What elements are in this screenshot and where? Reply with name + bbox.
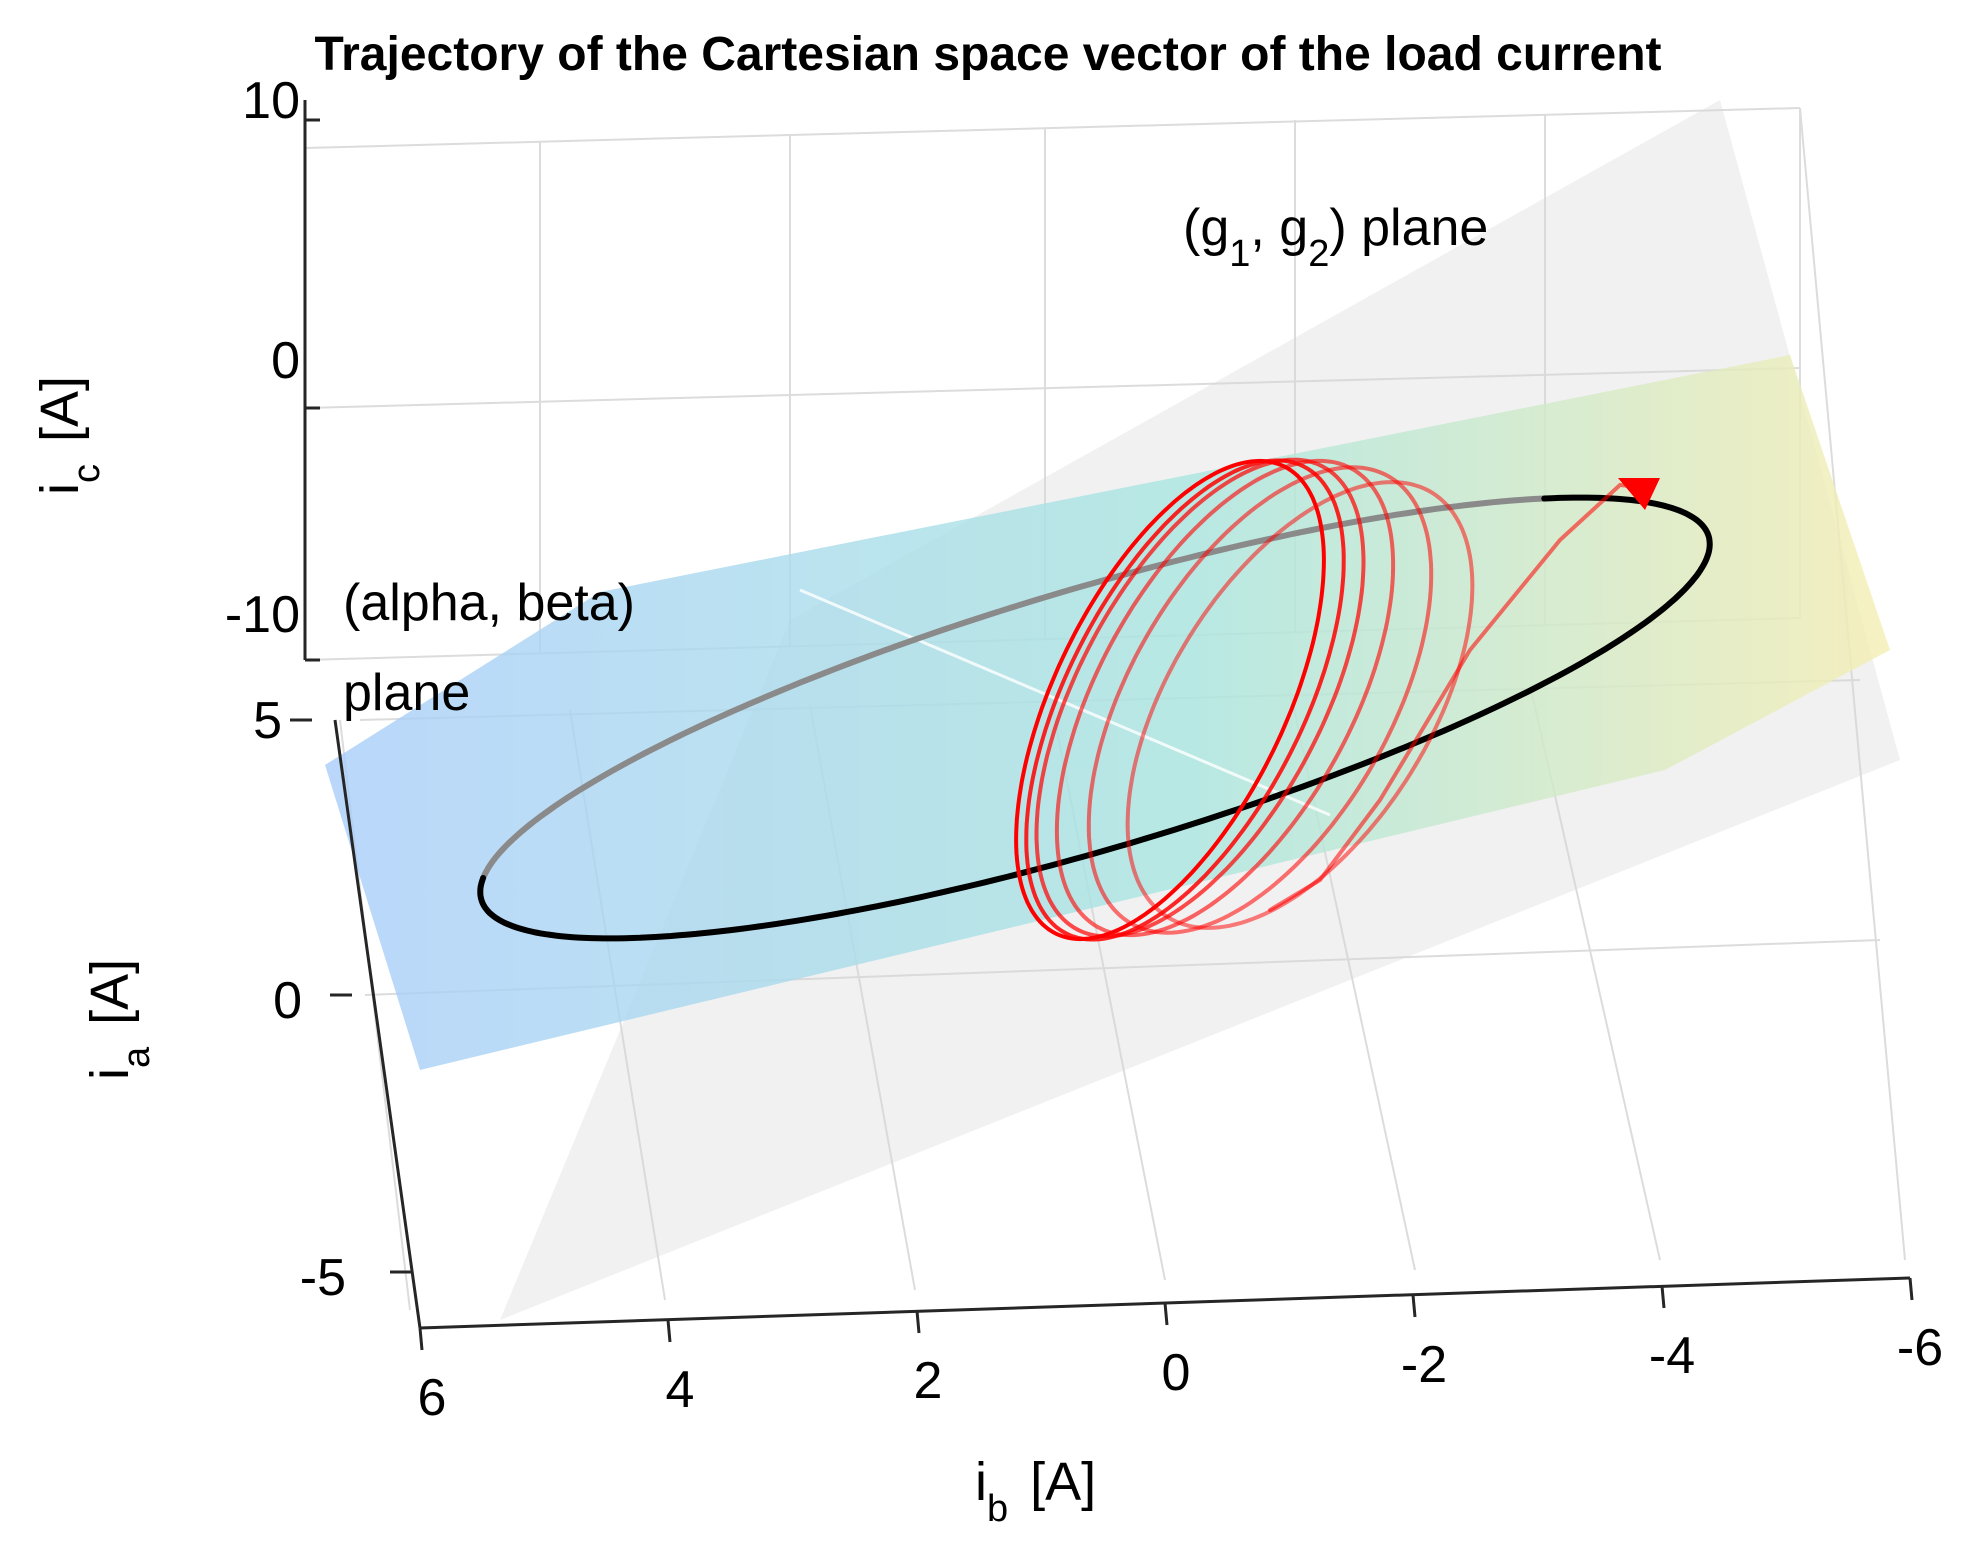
gridline [304, 107, 1801, 149]
g-plane-annotation: (g1, g2) plane [1183, 199, 1488, 275]
x-axis-label: ib [A] [975, 1452, 1096, 1530]
black-ellipse-back-segment [480, 495, 1548, 881]
x-tick-label: 2 [914, 1352, 943, 1410]
y-tick-label: 0 [273, 972, 302, 1030]
x-tick-mark [418, 1327, 424, 1351]
z-axis-label-unit: [A] [30, 376, 90, 442]
y-tick-label: -5 [300, 1249, 346, 1307]
g-plane-annotation-mid: , g [1250, 199, 1308, 257]
x-axis-label-main: i [975, 1452, 987, 1512]
g-plane-annotation-post: ) plane [1329, 199, 1488, 257]
chart-title: Trajectory of the Cartesian space vector… [314, 28, 1661, 81]
x-tick-mark [666, 1319, 672, 1343]
x-tick-label: -6 [1897, 1319, 1943, 1377]
x-tick-mark [1163, 1302, 1169, 1326]
tick-marks [290, 118, 1914, 1351]
red-spiral-tail [1268, 482, 1652, 912]
z-tick-label: 10 [242, 72, 300, 130]
y-tick-labels: 5 0 -5 [253, 692, 346, 1307]
y-tick-label: 5 [253, 692, 282, 750]
z-tick-label: 0 [271, 332, 300, 390]
z-axis-label-main: i [30, 483, 90, 495]
x-tick-label: 6 [418, 1369, 447, 1427]
z-axis-label-sub: c [66, 464, 108, 483]
red-spiral-loop-5 [1086, 465, 1434, 935]
z-tick-label: -10 [225, 586, 300, 644]
direction-arrow [1618, 478, 1660, 510]
alpha-beta-annotation-line2: plane [343, 664, 470, 722]
y-axis-label-sub: a [116, 1046, 158, 1068]
y-axis-line [333, 719, 422, 1329]
red-spiral-loop-6 [1125, 480, 1475, 930]
x-tick-labels: 6 4 2 0 -2 -4 -6 [418, 1319, 1944, 1427]
y-axis-label-main: i [80, 1068, 140, 1080]
x-tick-label: 4 [666, 1361, 695, 1419]
z-axis-label: ic [A] [30, 376, 108, 495]
x-tick-mark [1908, 1277, 1914, 1301]
gridline [1799, 107, 1906, 1261]
x-tick-label: 0 [1162, 1344, 1191, 1402]
g-plane-annotation-pre: (g [1183, 199, 1229, 257]
x-tick-label: -4 [1649, 1327, 1695, 1385]
gridline [304, 367, 1801, 409]
x-axis-label-sub: b [987, 1488, 1008, 1530]
x-tick-mark [1411, 1294, 1417, 1318]
red-spiral-loop-3 [1034, 457, 1366, 939]
z-tick-labels: 10 0 -10 [225, 72, 300, 644]
alpha-beta-plane-surface [325, 355, 1890, 1070]
red-spiral-loop-2 [1024, 458, 1346, 942]
alpha-beta-annotation-line1: (alpha, beta) [343, 574, 635, 632]
g-plane-annotation-sub2: 2 [1308, 233, 1329, 275]
black-ellipse-front-segment [477, 494, 1713, 942]
x-axis-label-unit: [A] [1030, 1452, 1096, 1512]
x-tick-mark [1660, 1285, 1666, 1309]
red-spiral-loop-4 [1054, 458, 1396, 938]
trajectory-curves [477, 457, 1713, 942]
y-axis-label: ia [A] [80, 959, 158, 1080]
red-spiral-loop-1 [1014, 458, 1326, 942]
x-tick-mark [915, 1310, 921, 1334]
g-plane-annotation-sub1: 1 [1229, 233, 1250, 275]
x-tick-label: -2 [1401, 1336, 1447, 1394]
y-axis-label-unit: [A] [80, 959, 140, 1025]
